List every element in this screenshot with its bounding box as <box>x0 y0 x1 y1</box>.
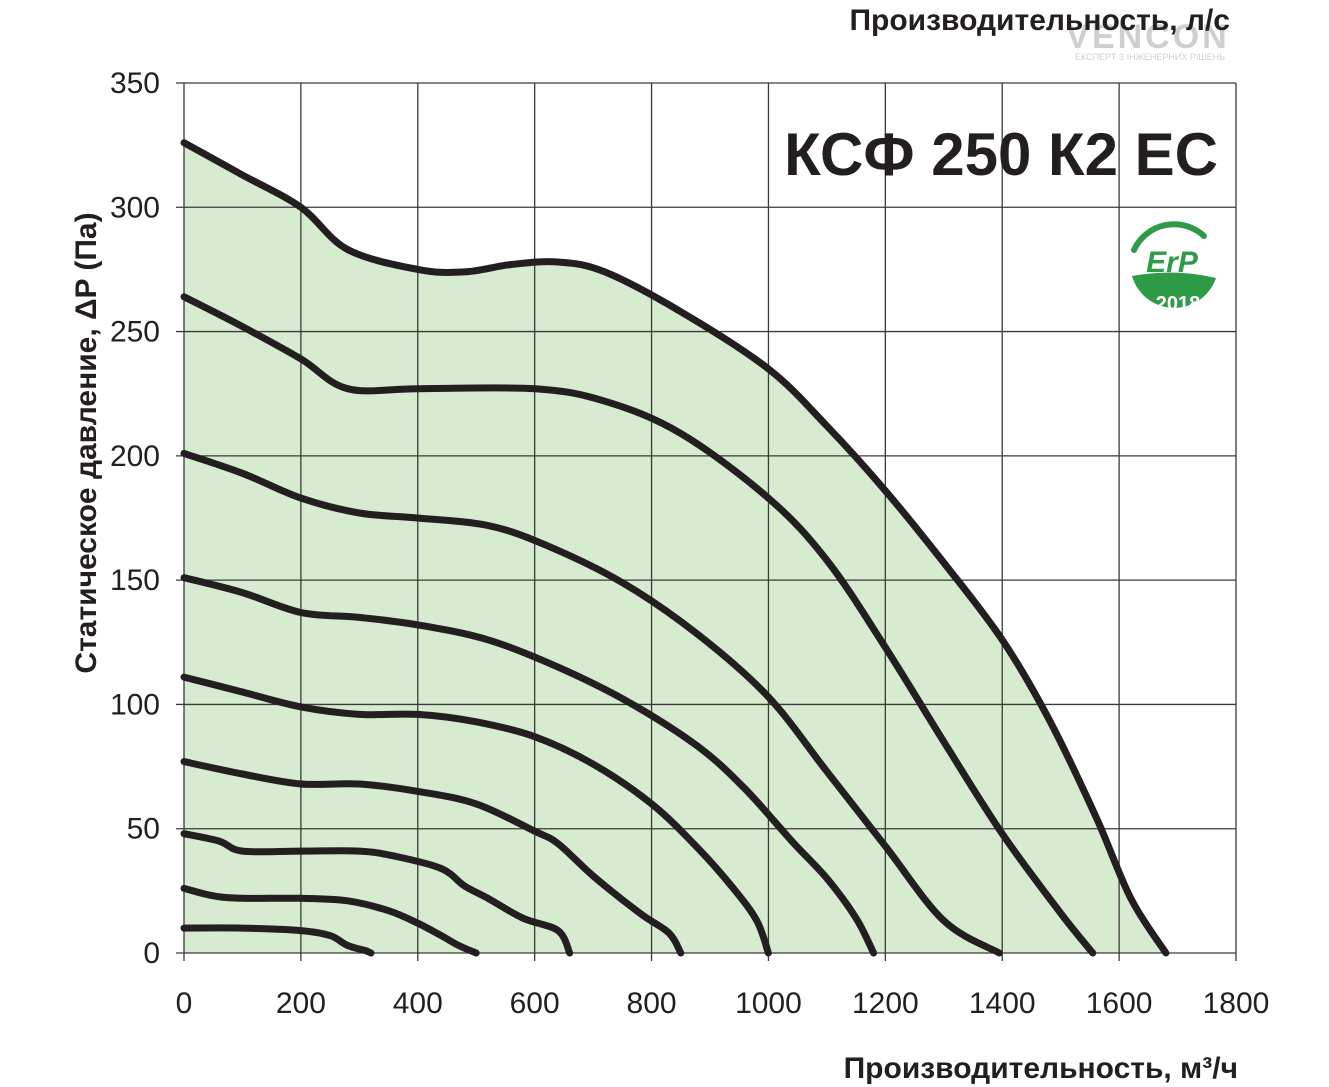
y-tick-label: 200 <box>110 440 160 473</box>
x-tick-label: 0 <box>176 987 193 1020</box>
y-tick-label: 150 <box>110 564 160 597</box>
vencon-watermark: VENCON ЕКСПЕРТ З ІНЖЕНЕРНИХ РІШЕНЬ <box>1066 18 1229 62</box>
badge-year: 2018 <box>1156 293 1201 315</box>
operating-area-fill <box>184 142 1166 953</box>
performance-curve-2 <box>180 293 1097 957</box>
grid <box>176 82 1237 961</box>
operating-area <box>184 142 1166 953</box>
watermark-tagline: ЕКСПЕРТ З ІНЖЕНЕРНИХ РІШЕНЬ <box>1075 52 1225 62</box>
performance-curve-3 <box>180 449 1003 957</box>
y-tick-label: 250 <box>110 316 160 349</box>
performance-curve-5 <box>180 673 772 957</box>
performance-curve-9 <box>180 924 375 957</box>
erp-2018-icon: ErP 2018 <box>1122 218 1226 322</box>
x-axis-ticks: 0 200 400 600 800 1000 1200 1400 1600 1800 <box>176 987 1270 1020</box>
x-tick-label: 600 <box>510 987 560 1020</box>
performance-curve-6 <box>180 758 685 957</box>
performance-curves <box>180 139 1170 957</box>
badge-label: ErP <box>1146 246 1199 279</box>
badge-arc-bottom <box>1132 272 1216 308</box>
y-axis-ticks: 0 50 100 150 200 250 300 350 <box>110 67 160 970</box>
x-tick-label: 400 <box>393 987 443 1020</box>
y-tick-label: 0 <box>143 937 160 970</box>
performance-curve-1 <box>180 139 1170 957</box>
x-tick-label: 1800 <box>1203 987 1270 1020</box>
x-tick-label: 1400 <box>969 987 1036 1020</box>
x-axis-title: Производительность, м³/ч <box>844 1052 1238 1085</box>
y-tick-label: 100 <box>110 688 160 721</box>
y-tick-label: 50 <box>127 813 160 846</box>
performance-curve-4 <box>180 574 878 957</box>
watermark-brand: VENCON <box>1066 18 1229 56</box>
x-tick-label: 1600 <box>1086 987 1153 1020</box>
x-tick-label: 1000 <box>735 987 802 1020</box>
x-tick-label: 800 <box>627 987 677 1020</box>
performance-curve-7 <box>180 830 574 957</box>
x-tick-label: 1200 <box>852 987 919 1020</box>
y-tick-label: 300 <box>110 191 160 224</box>
y-tick-label: 350 <box>110 67 160 100</box>
chart-title: КСФ 250 К2 ЕС <box>784 121 1218 188</box>
top-axis-title: Производительность, л/с <box>849 4 1230 37</box>
x-tick-label: 200 <box>276 987 326 1020</box>
performance-curve-8 <box>180 884 480 957</box>
y-axis-title: Статическое давление, ΔP (Па) <box>70 212 103 673</box>
badge-arc-top <box>1131 221 1207 253</box>
